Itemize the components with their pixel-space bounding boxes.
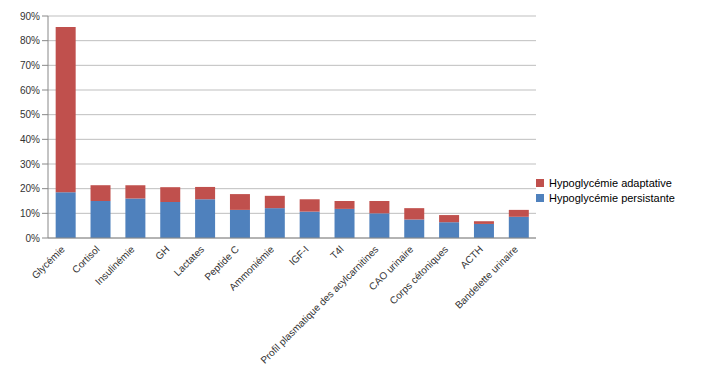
svg-text:20%: 20% — [20, 183, 40, 194]
svg-text:Bandelette urinaire: Bandelette urinaire — [453, 243, 520, 310]
svg-text:T4l: T4l — [328, 244, 346, 262]
svg-text:60%: 60% — [20, 85, 40, 96]
svg-text:CAO urinaire: CAO urinaire — [366, 243, 416, 293]
svg-text:90%: 90% — [20, 11, 40, 22]
svg-text:Corps cétoniques: Corps cétoniques — [387, 244, 450, 307]
svg-text:Ammoniémie: Ammoniémie — [227, 243, 276, 292]
svg-text:Lactates: Lactates — [172, 244, 207, 279]
svg-text:70%: 70% — [20, 60, 40, 71]
svg-text:GH: GH — [153, 244, 171, 262]
svg-text:0%: 0% — [26, 233, 41, 244]
svg-text:Insulinémie: Insulinémie — [93, 243, 137, 287]
svg-text:ACTH: ACTH — [458, 244, 485, 271]
svg-text:IGF-I: IGF-I — [287, 244, 311, 268]
html-text:Hypoglycémie persistante: Hypoglycémie persistante — [549, 192, 675, 204]
svg-text:Cortisol: Cortisol — [70, 244, 102, 276]
svg-text:10%: 10% — [20, 208, 40, 219]
svg-text:80%: 80% — [20, 35, 40, 46]
svg-text:Profil plasmatique des acylcar: Profil plasmatique des acylcarnitines — [258, 244, 380, 366]
svg-text:40%: 40% — [20, 134, 40, 145]
svg-text:Glycémie: Glycémie — [30, 243, 68, 281]
svg-text:50%: 50% — [20, 109, 40, 120]
svg-text:Peptide C: Peptide C — [202, 243, 242, 283]
svg-text:30%: 30% — [20, 159, 40, 170]
html-text:Hypoglycémie adaptative: Hypoglycémie adaptative — [549, 177, 672, 189]
